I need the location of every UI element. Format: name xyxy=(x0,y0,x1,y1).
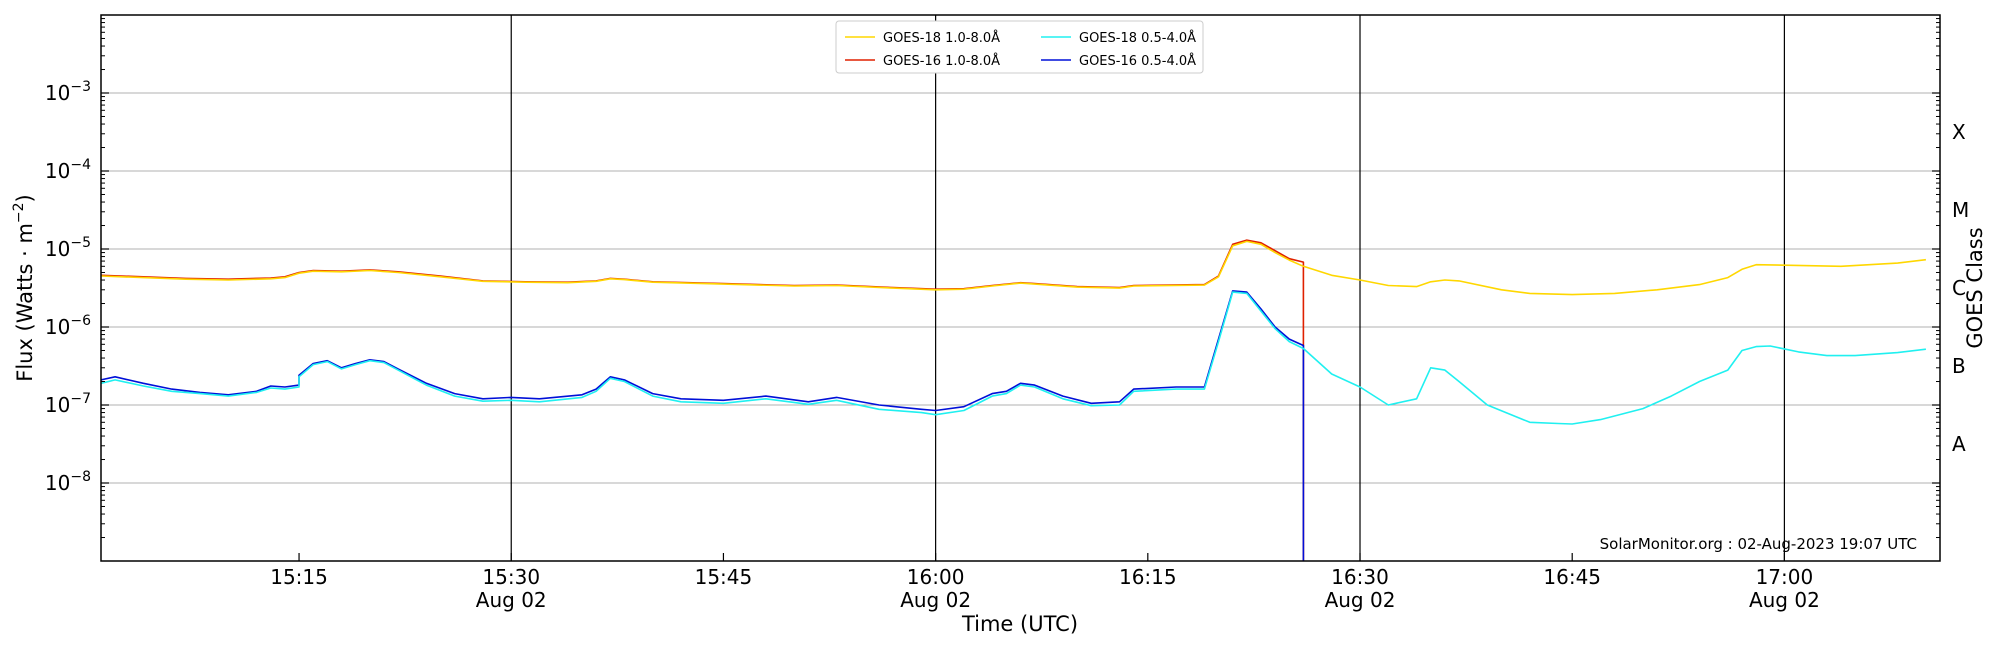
x-tick-label: 16:00 xyxy=(907,565,965,589)
x-tick-label: 16:45 xyxy=(1543,565,1601,589)
y-tick-label: 10−8 xyxy=(45,469,91,495)
goes-class-labels-layer: A B C M X xyxy=(1952,120,1969,456)
goes-class-label: C xyxy=(1952,276,1966,300)
x-axis-label: Time (UTC) xyxy=(961,612,1078,636)
legend-entry-label: GOES-18 0.5-4.0Å xyxy=(1079,30,1196,46)
y-tick-label: 10−4 xyxy=(45,157,91,183)
y-ticks-layer: 10−8 10−7 10−6 10−5 10−4 10−3 xyxy=(45,18,1940,539)
goes-class-label: A xyxy=(1952,432,1966,456)
legend-entry-label: GOES-16 1.0-8.0Å xyxy=(883,53,1000,69)
x-tick-date-label: Aug 02 xyxy=(1325,588,1396,612)
y-tick-label: 10−6 xyxy=(45,313,91,339)
series-layer xyxy=(100,239,1926,561)
x-tick-date-label: Aug 02 xyxy=(476,588,547,612)
legend: GOES-18 1.0-8.0Å GOES-16 1.0-8.0Å GOES-18 … xyxy=(835,20,1204,74)
x-tick-label: 15:30 xyxy=(482,565,540,589)
y-tick-label: 10−7 xyxy=(45,391,91,417)
x-tick-label: 15:45 xyxy=(695,565,753,589)
x-tick-label: 17:00 xyxy=(1756,565,1814,589)
goes-class-label: M xyxy=(1952,198,1969,222)
y-axis-label: Flux (Watts · m−2) xyxy=(11,194,37,382)
series-line xyxy=(100,240,1926,296)
goes-class-label: B xyxy=(1952,354,1966,378)
y2-axis-label: GOES Class xyxy=(1963,227,1987,348)
goes-class-label: X xyxy=(1952,120,1966,144)
x-tick-date-label: Aug 02 xyxy=(900,588,971,612)
x-tick-date-label: Aug 02 xyxy=(1749,588,1820,612)
legend-items: GOES-18 1.0-8.0Å GOES-16 1.0-8.0Å GOES-18 … xyxy=(845,30,1196,69)
legend-box xyxy=(835,20,1204,74)
y-tick-label: 10−3 xyxy=(45,79,91,105)
x-tick-label: 16:30 xyxy=(1331,565,1389,589)
credit-text: SolarMonitor.org : 02-Aug-2023 19:07 UTC xyxy=(1600,535,1917,553)
series-line xyxy=(100,291,1926,425)
x-tick-label: 15:15 xyxy=(270,565,328,589)
legend-entry-label: GOES-16 0.5-4.0Å xyxy=(1079,53,1196,69)
y-tick-label: 10−5 xyxy=(45,235,91,261)
plot-frame xyxy=(100,14,1941,562)
grid-layer xyxy=(101,92,1940,484)
x-tick-label: 16:15 xyxy=(1119,565,1177,589)
vertical-lines-layer xyxy=(510,15,1785,561)
legend-entry-label: GOES-18 1.0-8.0Å xyxy=(883,30,1000,46)
